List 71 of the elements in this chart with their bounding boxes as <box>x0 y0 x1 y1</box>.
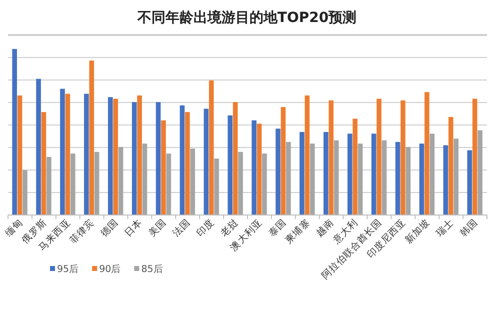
x-tick-label: 日本 <box>122 216 145 240</box>
bar <box>180 105 185 215</box>
bar <box>400 100 406 215</box>
bar <box>371 134 376 215</box>
bar <box>185 112 190 215</box>
bar <box>94 152 100 215</box>
bar <box>166 154 172 215</box>
bar <box>424 92 430 215</box>
bar <box>232 102 238 215</box>
bar <box>46 156 52 215</box>
legend-label: 90后 <box>99 263 122 275</box>
x-tick-label: 美国 <box>146 216 169 240</box>
bar <box>36 78 41 215</box>
bar <box>118 146 124 215</box>
bar <box>300 132 304 215</box>
bar <box>12 48 17 215</box>
bar <box>347 134 352 215</box>
legend-label: 95后 <box>57 263 80 275</box>
bar <box>395 142 400 215</box>
bar <box>113 98 118 215</box>
bar <box>304 95 310 215</box>
bar <box>190 148 196 215</box>
bar <box>132 102 137 215</box>
bar <box>65 94 70 215</box>
bar <box>324 132 328 215</box>
bar <box>142 144 148 215</box>
bar <box>252 120 256 215</box>
bar <box>352 118 358 215</box>
bar <box>334 140 339 215</box>
bar <box>286 142 291 215</box>
bar <box>137 95 142 215</box>
bar <box>214 158 219 215</box>
legend-label: 85后 <box>141 263 164 275</box>
bar <box>161 120 166 215</box>
bar <box>376 98 382 215</box>
bar <box>419 144 424 215</box>
bar <box>262 154 267 215</box>
bar <box>17 95 22 215</box>
chart-title: 不同年龄出境游目的地TOP20预测 <box>136 9 357 26</box>
x-tick-label: 德国 <box>98 217 121 240</box>
bar <box>22 170 28 215</box>
bar <box>454 138 458 215</box>
bar <box>406 146 411 215</box>
bar <box>208 80 214 215</box>
bar <box>328 100 334 215</box>
bar <box>89 60 94 215</box>
bar <box>430 134 435 215</box>
bar <box>60 88 65 215</box>
bar <box>310 144 315 215</box>
bar <box>228 115 233 215</box>
bar <box>280 107 286 215</box>
bar <box>84 94 89 215</box>
x-tick-label: 法国 <box>170 216 193 240</box>
bar <box>108 97 113 215</box>
bar <box>467 150 472 215</box>
bar <box>276 128 280 215</box>
bar <box>204 108 209 215</box>
x-tick-label: 韩国 <box>458 216 480 240</box>
bar <box>443 145 448 215</box>
bar <box>256 124 262 215</box>
bar <box>358 144 363 215</box>
bar <box>41 112 46 215</box>
bar <box>472 98 478 215</box>
bar <box>478 130 482 215</box>
x-tick-label: 瑞士 <box>434 216 456 240</box>
bar <box>448 117 454 215</box>
x-tick-label: 印度 <box>194 216 217 240</box>
bar <box>238 152 243 215</box>
bar <box>156 102 161 215</box>
bar <box>382 140 387 215</box>
bar <box>70 154 76 215</box>
